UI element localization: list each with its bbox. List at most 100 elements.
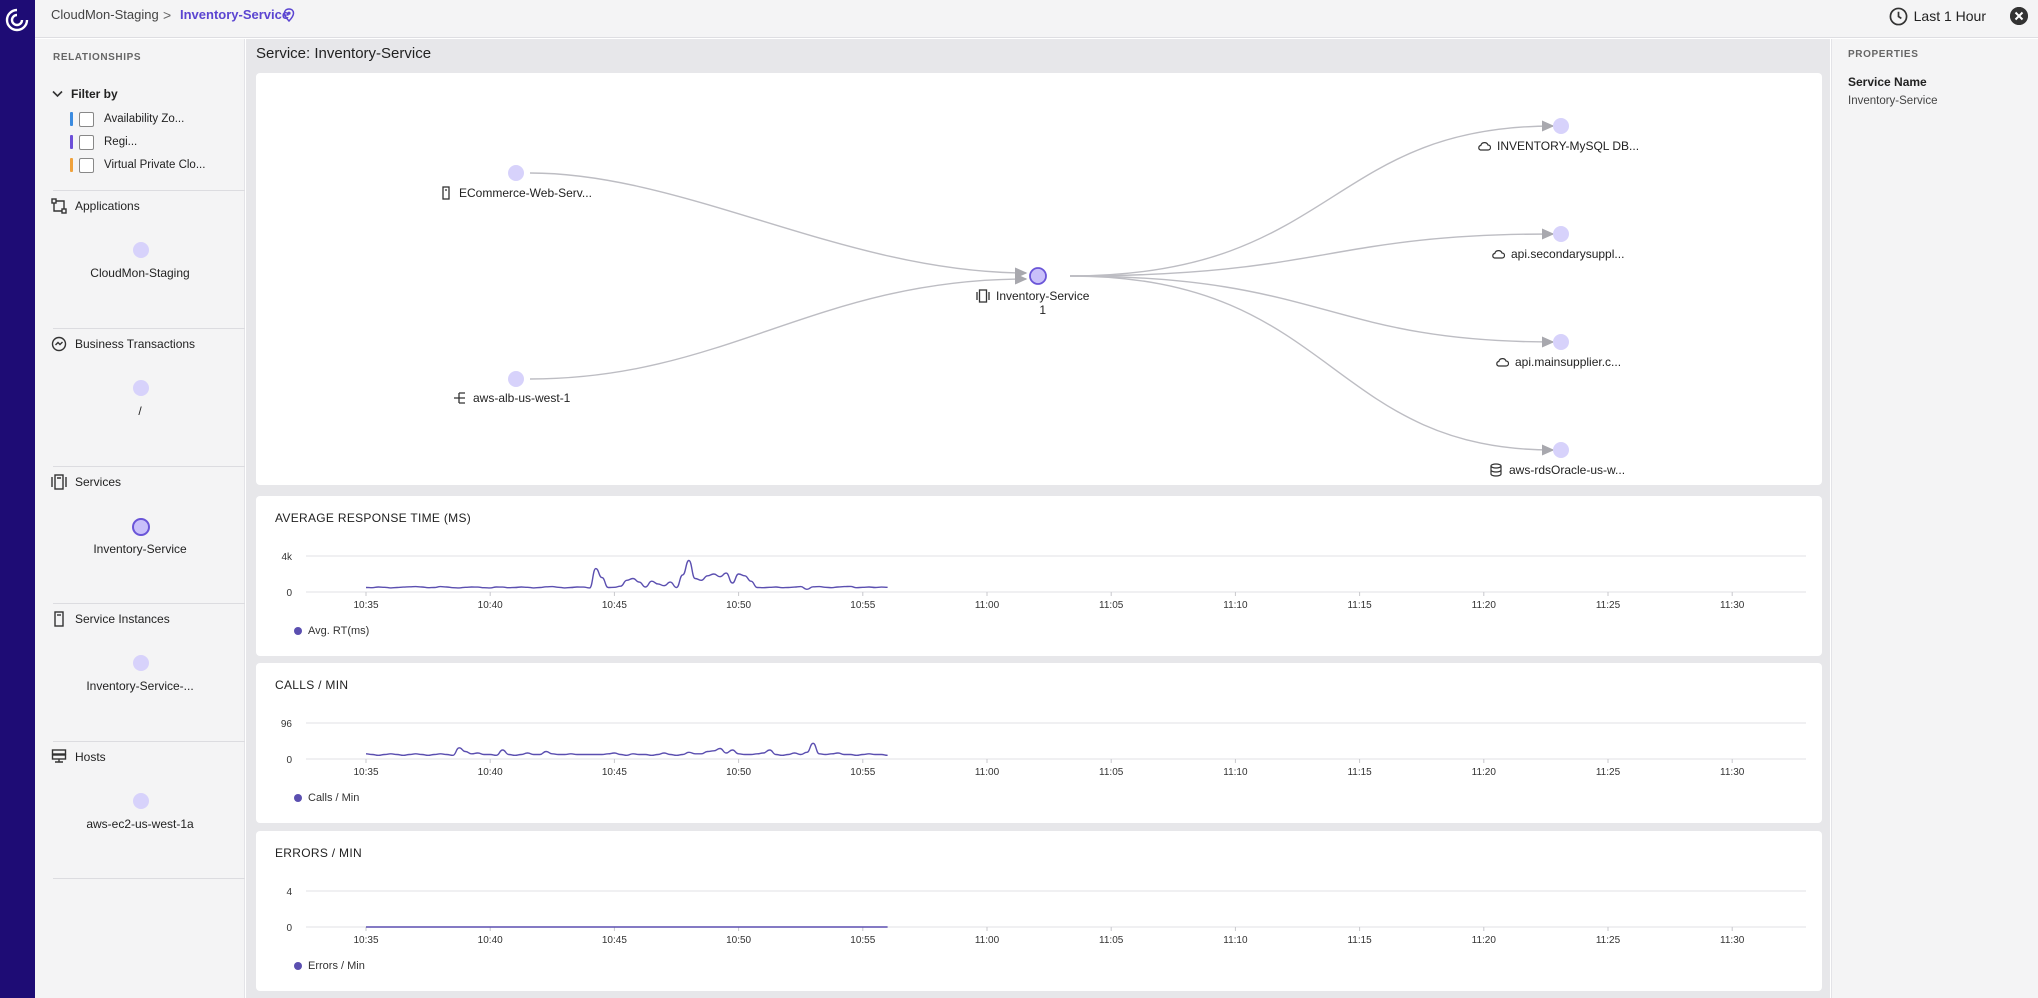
time-range-label: Last 1 Hour (1913, 8, 1986, 24)
topology-node-target[interactable] (1553, 118, 1569, 134)
filter-by-toggle[interactable]: Filter by (52, 87, 118, 101)
legend-label: Errors / Min (308, 960, 365, 972)
database-icon (1490, 463, 1502, 477)
topology-label-target[interactable]: aws-rdsOracle-us-w... (1489, 463, 1625, 477)
filter-color-bar (70, 135, 73, 149)
filter-label: Virtual Private Clo... (104, 159, 206, 171)
chart-legend[interactable]: Avg. RT(ms) (294, 625, 369, 637)
x-tick-label: 11:20 (1472, 600, 1497, 611)
close-icon[interactable] (2010, 7, 2028, 25)
series-line[interactable] (365, 742, 888, 757)
service-name-label: Service Name (1848, 75, 1927, 89)
services-header[interactable]: Services (51, 474, 121, 490)
x-tick-label: 11:25 (1596, 600, 1621, 611)
topology-edge (1069, 275, 1555, 348)
avg-response-time-panel: AVERAGE RESPONSE TIME (MS) 4k 0 10:35 10:40… (256, 496, 1822, 656)
filter-region[interactable]: Regi... (70, 134, 137, 150)
topology-label-target[interactable]: INVENTORY-MySQL DB... (1477, 139, 1639, 153)
center-label: Inventory-Service (996, 289, 1090, 303)
main-content: Service: Inventory-Service (246, 39, 1830, 998)
hosts-title: Hosts (75, 750, 106, 764)
y-tick-label: 0 (286, 755, 292, 766)
host-node[interactable] (133, 793, 149, 809)
legend-dot-icon (294, 794, 302, 802)
source-label: ECommerce-Web-Serv... (459, 186, 592, 200)
topology-label-target[interactable]: api.secondarysuppl... (1491, 247, 1624, 261)
business-transactions-header[interactable]: Business Transactions (51, 336, 195, 352)
topology-label-source[interactable]: aws-alb-us-west-1 (453, 391, 570, 405)
x-tick-label: 11:05 (1099, 767, 1124, 778)
topology-label-target[interactable]: api.mainsupplier.c... (1495, 355, 1621, 369)
x-tick-label: 10:50 (726, 767, 751, 778)
chevron-down-icon (52, 90, 63, 98)
filter-checkbox[interactable] (79, 111, 94, 127)
x-tick-label: 10:35 (353, 767, 378, 778)
topology-node-source[interactable] (508, 371, 524, 387)
topology-node-source[interactable] (508, 165, 524, 181)
business-transaction-label[interactable]: / (138, 404, 142, 418)
legend-dot-icon (294, 627, 302, 635)
x-tick-label: 10:50 (726, 600, 751, 611)
service-instance-node[interactable] (133, 655, 149, 671)
x-tick-label: 10:50 (726, 935, 751, 946)
legend-label: Avg. RT(ms) (308, 625, 370, 637)
relationships-title: RELATIONSHIPS (53, 52, 142, 63)
filter-checkbox[interactable] (79, 157, 94, 173)
topology-node-target[interactable] (1553, 226, 1569, 242)
topology-panel: ECommerce-Web-Serv... aws-alb-us-west-1 … (256, 73, 1822, 485)
service-node[interactable] (132, 518, 150, 536)
applications-header[interactable]: Applications (51, 198, 140, 214)
load-balancer-icon (454, 392, 465, 404)
x-tick-label: 11:20 (1472, 767, 1497, 778)
breadcrumb-current[interactable]: Inventory-Service (180, 7, 290, 22)
topology-edge (1069, 120, 1555, 277)
target-label: api.mainsupplier.c... (1515, 355, 1622, 369)
topology-node-target[interactable] (1553, 442, 1569, 458)
calls-per-min-chart[interactable]: 96 0 10:35 10:40 10:45 10:50 10:55 11:00 11:05 11… (256, 663, 1822, 823)
service-label[interactable]: Inventory-Service (93, 542, 187, 556)
business-transaction-node[interactable] (133, 380, 149, 396)
topology-node-target[interactable] (1553, 334, 1569, 350)
topology-label-source[interactable]: ECommerce-Web-Serv... (439, 186, 592, 200)
time-range-selector[interactable]: Last 1 Hour (1889, 4, 1986, 28)
errors-per-min-panel: ERRORS / MIN 4 0 10:35 10:40 10:45 10:50 10:55… (256, 831, 1822, 991)
x-tick-label: 10:55 (850, 767, 875, 778)
x-tick-label: 10:45 (602, 600, 627, 611)
filter-availability-zone[interactable]: Availability Zo... (70, 111, 184, 127)
filter-checkbox[interactable] (79, 134, 94, 150)
x-tick-label: 10:40 (478, 767, 503, 778)
x-tick-label: 11:15 (1347, 935, 1372, 946)
application-label[interactable]: CloudMon-Staging (90, 266, 190, 280)
topology-label-center[interactable]: Inventory-Service 1 (976, 289, 1089, 317)
x-tick-label: 10:35 (353, 600, 378, 611)
errors-per-min-chart[interactable]: 4 0 10:35 10:40 10:45 10:50 10:55 11:00 11:05 11:… (256, 831, 1822, 991)
chart-legend[interactable]: Errors / Min (294, 960, 365, 972)
filter-by-label: Filter by (71, 87, 118, 101)
chart-legend[interactable]: Calls / Min (294, 792, 359, 804)
filter-label: Regi... (104, 136, 138, 148)
calls-per-min-panel: CALLS / MIN 96 0 10:35 10:40 10:45 10:50 10:55… (256, 663, 1822, 823)
breadcrumb-separator-icon: > (163, 7, 172, 23)
topology-edge (529, 172, 1028, 279)
services-icon (51, 474, 67, 490)
breadcrumb-root[interactable]: CloudMon-Staging (51, 7, 159, 22)
hosts-header[interactable]: Hosts (51, 749, 106, 765)
chart-title: ERRORS / MIN (275, 846, 362, 860)
x-tick-label: 10:35 (353, 935, 378, 946)
application-node[interactable] (133, 242, 149, 258)
service-instances-header[interactable]: Service Instances (51, 611, 170, 627)
avg-response-time-chart[interactable]: 4k 0 10:35 10:40 10:45 10:50 10:55 11:00 11:05 11… (256, 496, 1822, 656)
legend-dot-icon (294, 962, 302, 970)
x-tick-label: 11:15 (1347, 600, 1372, 611)
host-label[interactable]: aws-ec2-us-west-1a (86, 817, 194, 831)
business-transactions-title: Business Transactions (75, 337, 196, 351)
filter-vpc[interactable]: Virtual Private Clo... (70, 157, 205, 173)
pin-icon[interactable] (283, 8, 295, 22)
logo-icon[interactable] (3, 6, 31, 34)
x-tick-label: 11:30 (1720, 600, 1745, 611)
series-line[interactable] (365, 559, 888, 591)
topology-node-center[interactable] (1029, 267, 1047, 285)
relationship-applications: Applications CloudMon-Staging (51, 190, 245, 328)
topology-edge (529, 273, 1028, 380)
service-instance-label[interactable]: Inventory-Service-... (86, 679, 194, 693)
